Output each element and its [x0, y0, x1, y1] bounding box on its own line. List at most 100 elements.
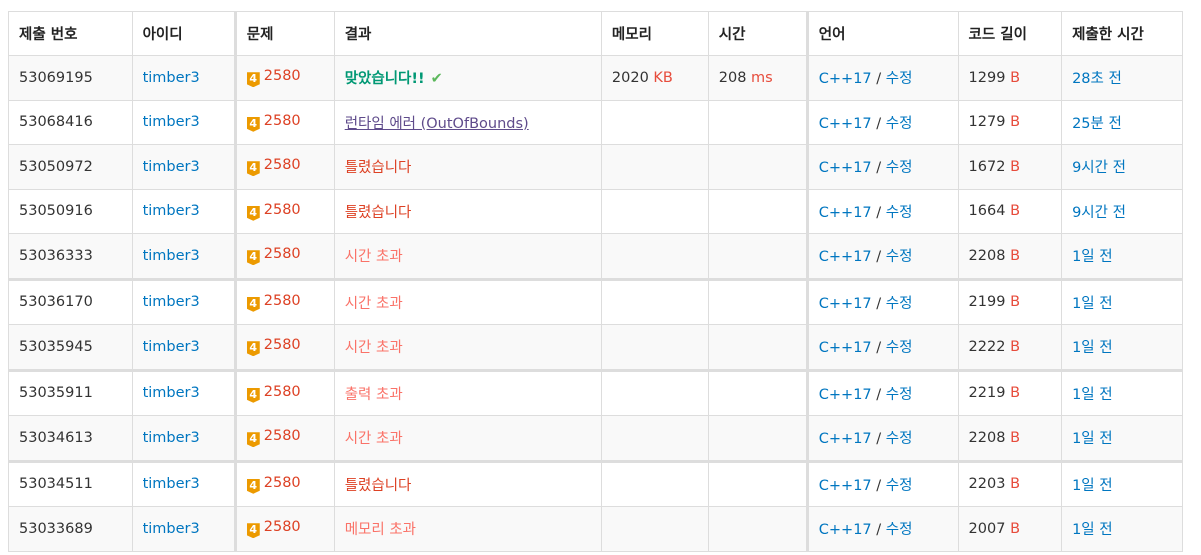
problem-link[interactable]: 2580: [263, 112, 301, 129]
submitted-time-link[interactable]: 1일 전: [1072, 295, 1113, 312]
memory-cell: [600, 324, 709, 371]
code-length: 1672: [968, 158, 1006, 175]
code-length-unit: B: [1010, 114, 1021, 131]
problem-link[interactable]: 2580: [263, 337, 301, 354]
problem-link[interactable]: 2580: [263, 428, 301, 445]
language-link[interactable]: C++17: [818, 295, 872, 312]
submitted-time-link[interactable]: 1일 전: [1072, 249, 1113, 266]
edit-link[interactable]: 수정: [885, 340, 913, 357]
result-text: 시간 초과: [344, 295, 403, 312]
result-text: 틀렸습니다: [344, 477, 412, 494]
submitted-time-link[interactable]: 1일 전: [1072, 340, 1113, 357]
edit-link[interactable]: 수정: [885, 71, 913, 88]
time-cell: [707, 233, 808, 280]
user-link[interactable]: timber3: [142, 294, 200, 311]
problem-link[interactable]: 2580: [263, 474, 301, 491]
edit-link[interactable]: 수정: [885, 115, 913, 132]
tier-badge-icon: 4: [246, 205, 260, 221]
table-row: 53035911 timber3 4 2580 출력 초과 C++17 / 수정 …: [8, 368, 1183, 416]
code-length: 2222: [968, 338, 1006, 355]
submitted-time-link[interactable]: 1일 전: [1072, 477, 1113, 494]
memory-cell: [600, 188, 709, 234]
code-length: 1279: [968, 114, 1006, 131]
problem-link[interactable]: 2580: [263, 383, 301, 400]
submitted-time-link[interactable]: 9시간 전: [1072, 204, 1126, 221]
edit-link[interactable]: 수정: [885, 477, 913, 494]
submitted-time-link[interactable]: 1일 전: [1072, 386, 1113, 403]
edit-link[interactable]: 수정: [885, 204, 913, 221]
user-link[interactable]: timber3: [142, 158, 200, 175]
language-link[interactable]: C++17: [818, 160, 872, 177]
edit-link[interactable]: 수정: [885, 386, 913, 403]
submitted-time-link[interactable]: 1일 전: [1072, 431, 1113, 448]
tier-badge-icon: 4: [246, 523, 260, 539]
edit-link[interactable]: 수정: [885, 249, 913, 266]
result-text: 시간 초과: [344, 431, 403, 448]
table-row: 53050916 timber3 4 2580 틀렸습니다 C++17 / 수정 …: [8, 188, 1183, 234]
code-length: 2219: [968, 385, 1006, 402]
table-row: 53033689 timber3 4 2580 메모리 초과 C++17 / 수정…: [8, 506, 1183, 552]
problem-link[interactable]: 2580: [263, 68, 301, 85]
language-link[interactable]: C++17: [818, 115, 872, 132]
submission-id: 53034511: [8, 459, 133, 507]
submission-id: 53036170: [8, 277, 133, 325]
language-link[interactable]: C++17: [818, 522, 872, 539]
code-length: 2203: [968, 476, 1006, 493]
result-text: 출력 초과: [344, 386, 403, 403]
submission-id: 53050916: [8, 188, 133, 234]
memory-cell: [600, 368, 709, 416]
user-link[interactable]: timber3: [142, 338, 200, 355]
memory-cell: [600, 415, 709, 462]
problem-link[interactable]: 2580: [263, 246, 301, 263]
header-problem: 문제: [233, 11, 335, 56]
result-text[interactable]: 런타임 에러 (OutOfBounds): [344, 115, 529, 132]
user-link[interactable]: timber3: [142, 69, 200, 86]
result-text: 시간 초과: [344, 340, 403, 357]
edit-link[interactable]: 수정: [885, 160, 913, 177]
submission-id: 53035945: [8, 324, 133, 371]
submission-id: 53050972: [8, 144, 133, 190]
edit-link[interactable]: 수정: [885, 431, 913, 448]
table-row: 53036333 timber3 4 2580 시간 초과 C++17 / 수정 …: [8, 233, 1183, 280]
problem-link[interactable]: 2580: [263, 519, 301, 536]
language-link[interactable]: C++17: [818, 386, 872, 403]
language-link[interactable]: C++17: [818, 204, 872, 221]
header-memory: 메모리: [600, 11, 709, 56]
submitted-time-link[interactable]: 25분 전: [1072, 115, 1122, 132]
check-icon: ✔: [430, 71, 443, 88]
problem-link[interactable]: 2580: [263, 201, 301, 218]
header-submitted-time: 제출한 시간: [1061, 11, 1183, 56]
user-link[interactable]: timber3: [142, 429, 200, 446]
language-link[interactable]: C++17: [818, 340, 872, 357]
result-text: 틀렸습니다: [344, 160, 412, 177]
memory-unit: KB: [653, 69, 673, 86]
user-link[interactable]: timber3: [142, 203, 200, 220]
user-link[interactable]: timber3: [142, 476, 200, 493]
language-link[interactable]: C++17: [818, 71, 872, 88]
memory-cell: [600, 144, 709, 190]
language-link[interactable]: C++17: [818, 431, 872, 448]
submission-id: 53035911: [8, 368, 133, 416]
status-table: 제출 번호 아이디 문제 결과 메모리 시간 언어 코드 길이 제출한 시간 53069195 …: [8, 11, 1183, 552]
problem-link[interactable]: 2580: [263, 292, 301, 309]
code-length-unit: B: [1010, 385, 1021, 402]
code-length: 1664: [968, 203, 1006, 220]
user-link[interactable]: timber3: [142, 114, 200, 131]
submitted-time-link[interactable]: 9시간 전: [1072, 160, 1126, 177]
user-link[interactable]: timber3: [142, 385, 200, 402]
problem-link[interactable]: 2580: [263, 157, 301, 174]
edit-link[interactable]: 수정: [885, 295, 913, 312]
submitted-time-link[interactable]: 1일 전: [1072, 522, 1113, 539]
user-link[interactable]: timber3: [142, 247, 200, 264]
code-length-unit: B: [1010, 203, 1021, 220]
time-cell: 208 ms: [707, 55, 808, 101]
user-link[interactable]: timber3: [142, 520, 200, 537]
code-length-unit: B: [1010, 429, 1021, 446]
result-text: 메모리 초과: [344, 522, 416, 539]
memory-cell: [600, 99, 709, 145]
submitted-time-link[interactable]: 28초 전: [1072, 71, 1122, 88]
edit-link[interactable]: 수정: [885, 522, 913, 539]
language-link[interactable]: C++17: [818, 249, 872, 266]
time-cell: [707, 188, 808, 234]
language-link[interactable]: C++17: [818, 477, 872, 494]
